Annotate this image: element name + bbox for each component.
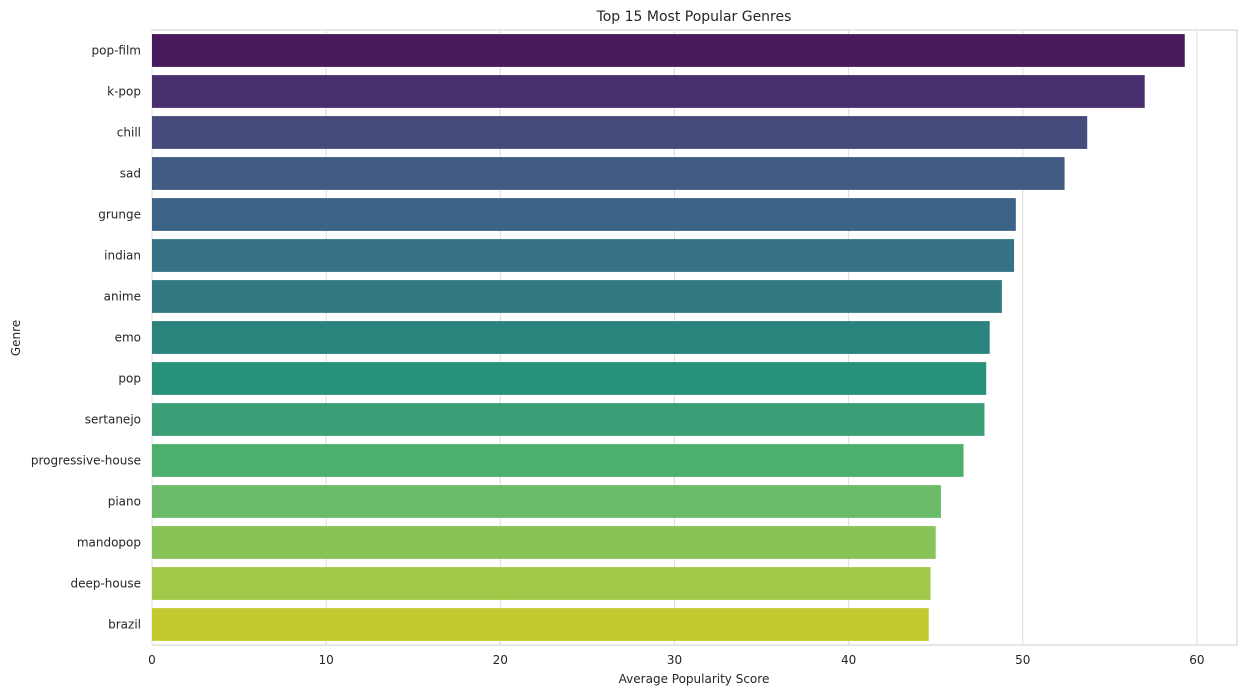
x-tick-label: 40 — [841, 653, 856, 667]
y-tick-label: progressive-house — [31, 454, 141, 468]
bar-anime — [152, 280, 1002, 313]
x-axis-title: Average Popularity Score — [619, 672, 770, 686]
y-tick-label: brazil — [108, 618, 141, 632]
y-tick-label: grunge — [98, 208, 141, 222]
x-tick-labels: 0 10 20 30 40 50 60 — [148, 653, 1204, 667]
chart-title: Top 15 Most Popular Genres — [596, 9, 792, 25]
bar-emo — [152, 321, 990, 354]
bar-deep-house — [152, 567, 931, 600]
bar-chill — [152, 116, 1088, 149]
x-tick-label: 10 — [319, 653, 334, 667]
bar-indian — [152, 239, 1015, 272]
y-tick-label: mandopop — [77, 536, 141, 550]
y-tick-label: piano — [108, 495, 141, 509]
y-tick-label: emo — [115, 331, 141, 345]
bar-piano — [152, 485, 941, 518]
x-tick-label: 60 — [1189, 653, 1204, 667]
x-tick-label: 30 — [667, 653, 682, 667]
x-tick-label: 20 — [493, 653, 508, 667]
bar-pop-film — [152, 34, 1185, 67]
bar-progressive-house — [152, 444, 964, 477]
y-tick-labels: pop-film k-pop chill sad grunge indian anime em… — [31, 44, 141, 632]
bar-sad — [152, 157, 1065, 190]
x-tick-label: 0 — [148, 653, 156, 667]
y-tick-label: sertanejo — [85, 413, 141, 427]
bars — [152, 34, 1185, 641]
y-tick-label: pop-film — [92, 44, 142, 58]
y-axis-title: Genre — [9, 320, 23, 356]
bar-pop — [152, 362, 987, 395]
y-tick-label: deep-house — [70, 577, 141, 591]
y-tick-label: chill — [117, 126, 141, 140]
bar-mandopop — [152, 526, 936, 559]
y-tick-label: k-pop — [107, 85, 141, 99]
bar-grunge — [152, 198, 1016, 231]
bar-k-pop — [152, 75, 1145, 108]
y-tick-label: indian — [104, 249, 141, 263]
y-tick-label: anime — [104, 290, 141, 304]
x-tick-label: 50 — [1015, 653, 1030, 667]
bar-sertanejo — [152, 403, 985, 436]
bar-brazil — [152, 608, 929, 641]
y-tick-label: pop — [118, 372, 141, 386]
y-tick-label: sad — [120, 167, 141, 181]
